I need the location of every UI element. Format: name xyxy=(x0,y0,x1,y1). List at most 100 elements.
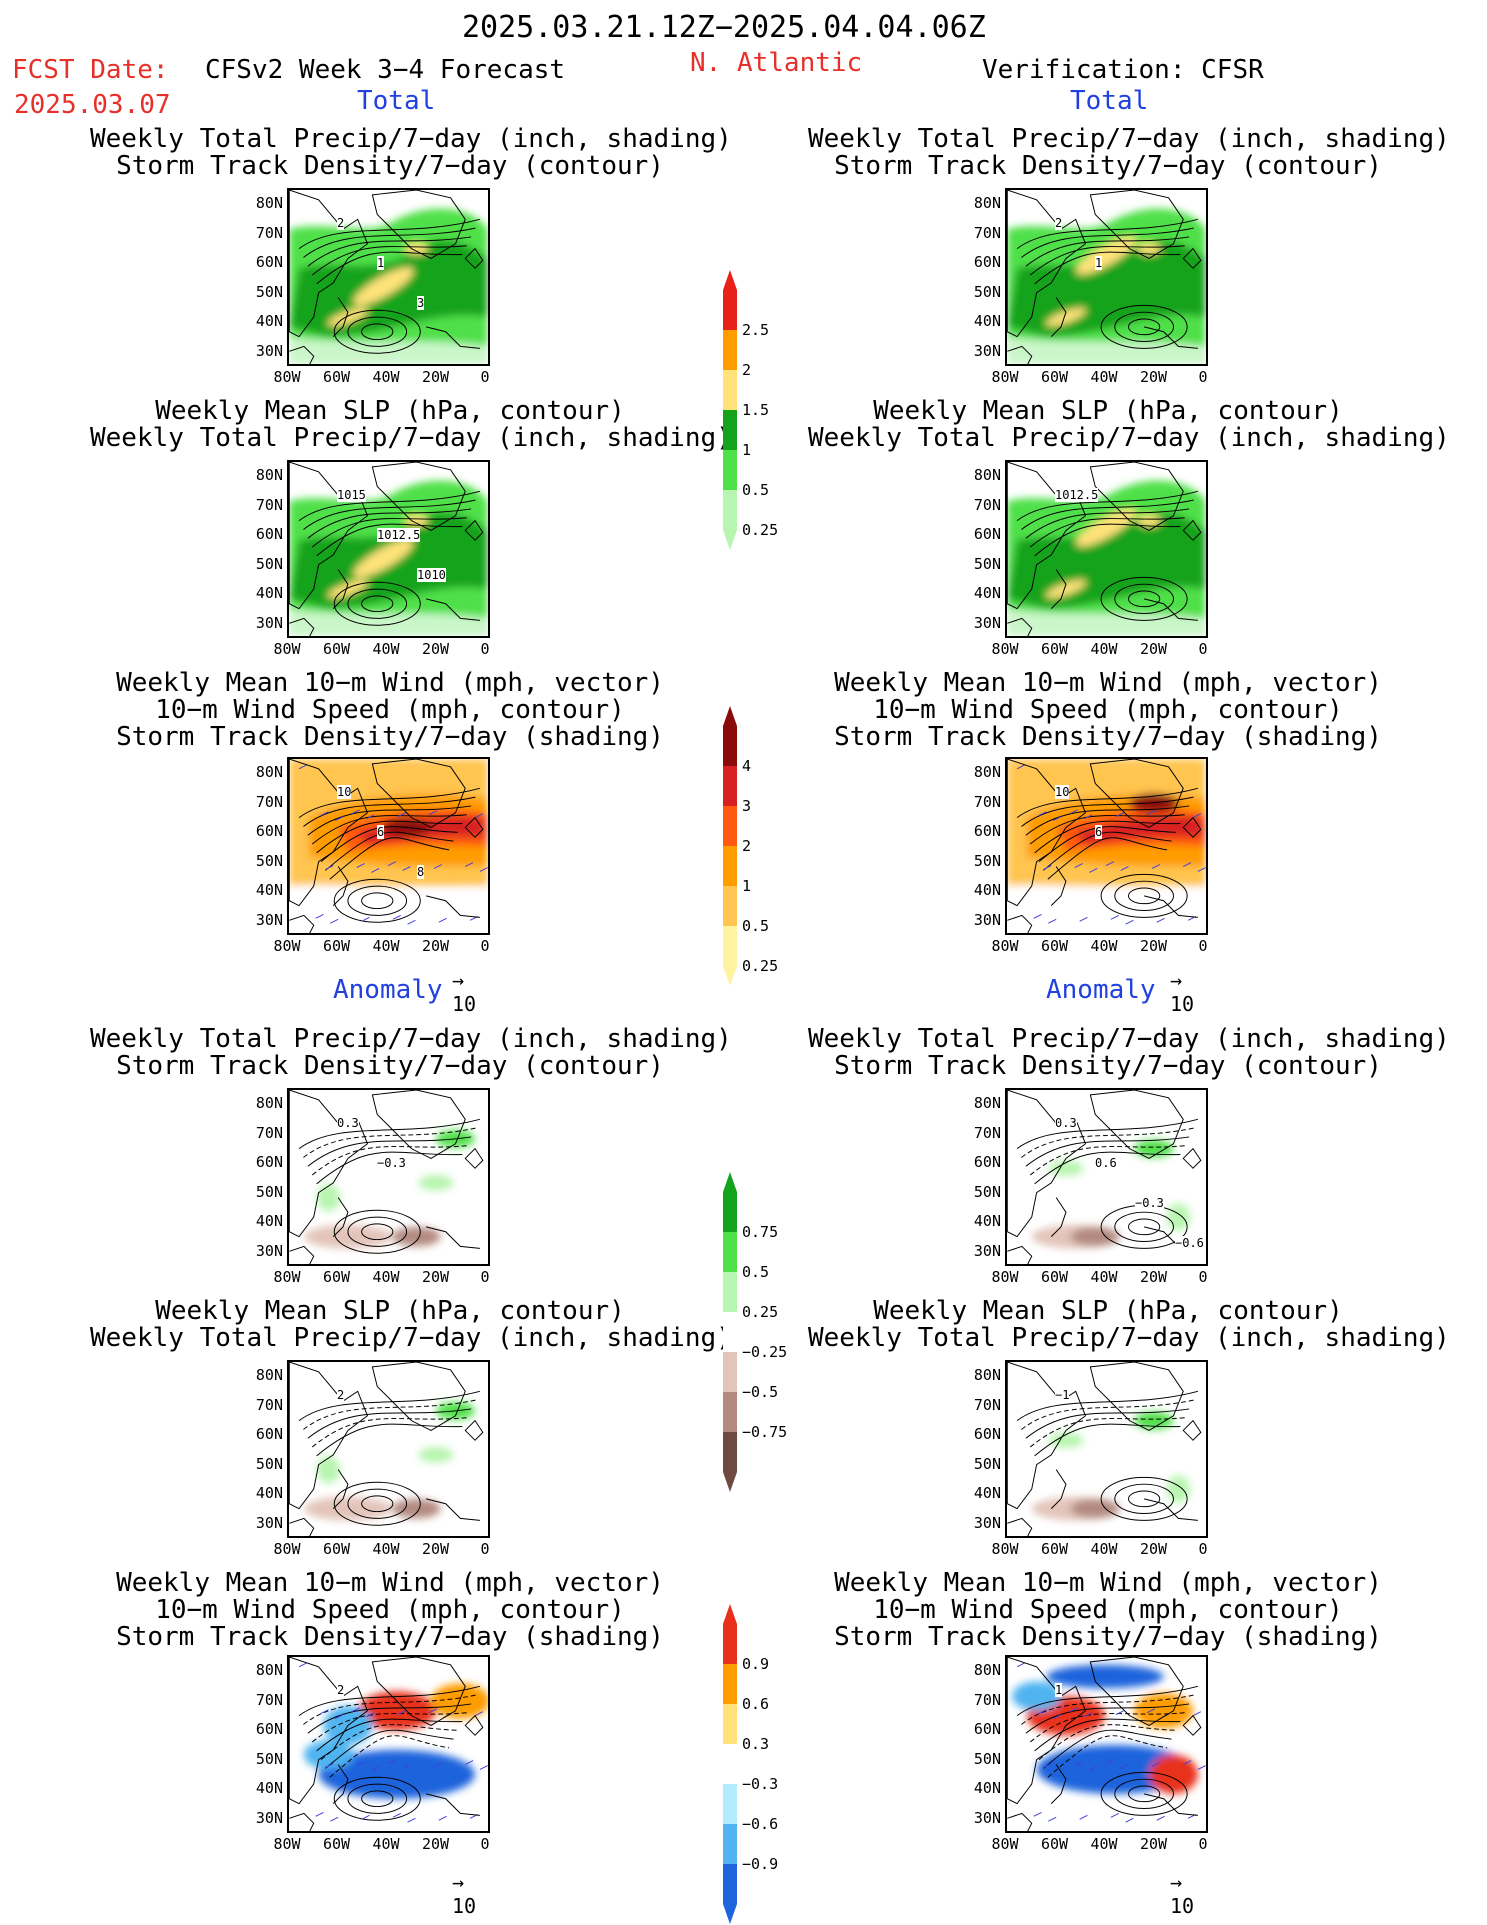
latitude-tick-label: 50N xyxy=(973,282,1001,301)
latitude-tick-label: 80N xyxy=(973,194,1001,212)
longitude-tick-label: 40W xyxy=(1090,1540,1118,1558)
latitude-tick-label: 60N xyxy=(973,525,1001,543)
latitude-tick-label: 40N xyxy=(973,584,1001,602)
contour-label: 6 xyxy=(377,825,385,839)
panel-title: Weekly Total Precip/7−day (inch, shading… xyxy=(808,124,1450,181)
latitude-tick-label: 30N xyxy=(255,1808,283,1827)
vector-scale-right-total: → 10 xyxy=(1170,968,1195,1016)
map-row4-forecast xyxy=(287,1088,490,1266)
longitude-tick-label: 60W xyxy=(1040,1268,1069,1286)
longitude-tick-label: 60W xyxy=(322,937,351,955)
latitude-tick-label: 70N xyxy=(255,1690,283,1709)
latitude-tick-label: 70N xyxy=(255,223,283,242)
contour-label: 2 xyxy=(337,216,345,230)
precip-anomaly-colorbar: 0.75 0.5 0.25 −0.25 −0.5 −0.75 xyxy=(722,1172,802,1492)
latitude-tick-label: 60N xyxy=(973,822,1001,840)
panel-title: Weekly Mean SLP (hPa, contour) Weekly Tot… xyxy=(808,396,1450,453)
latitude-tick-label: 50N xyxy=(255,1454,283,1473)
latitude-tick-label: 70N xyxy=(255,1123,283,1142)
latitude-tick-label: 80N xyxy=(973,1094,1001,1112)
latitude-tick-label: 30N xyxy=(255,1513,283,1532)
latitude-tick-label: 40N xyxy=(973,1484,1001,1502)
colorbar-tick-label: −0.6 xyxy=(742,1815,779,1833)
latitude-tick-label: 60N xyxy=(255,1425,283,1443)
longitude-tick-label: 80W xyxy=(273,1835,301,1853)
latitude-tick-label: 40N xyxy=(973,1779,1001,1797)
panel-title: Weekly Mean 10−m Wind (mph, vector) 10−m … xyxy=(116,668,664,752)
longitude-tick-label: 80W xyxy=(991,640,1019,658)
panel-title: Weekly Total Precip/7−day (inch, shading… xyxy=(90,1024,732,1081)
panel-title: Weekly Mean SLP (hPa, contour) Weekly Tot… xyxy=(808,1296,1450,1353)
longitude-tick-label: 20W xyxy=(1139,1835,1168,1853)
latitude-tick-label: 80N xyxy=(255,1661,283,1679)
longitude-tick-label: 60W xyxy=(1040,937,1069,955)
longitude-tick-label: 80W xyxy=(991,937,1019,955)
longitude-tick-label: 0 xyxy=(480,1540,490,1558)
longitude-tick-label: 0 xyxy=(480,640,490,658)
longitude-tick-label: 80W xyxy=(991,1540,1019,1558)
latitude-tick-label: 30N xyxy=(255,910,283,929)
latitude-tick-label: 40N xyxy=(255,881,283,899)
latitude-tick-label: 80N xyxy=(973,466,1001,484)
longitude-tick-label: 40W xyxy=(1090,1835,1118,1853)
contour-label: 1 xyxy=(1055,1683,1063,1697)
contour-label: 6 xyxy=(1095,825,1103,839)
contour-label: 1 xyxy=(1095,256,1103,270)
longitude-tick-label: 0 xyxy=(480,1835,490,1853)
longitude-tick-label: 20W xyxy=(421,937,450,955)
latitude-tick-label: 30N xyxy=(255,613,283,632)
longitude-tick-label: 60W xyxy=(322,1540,351,1558)
map-row1-verification xyxy=(1005,188,1208,366)
latitude-tick-label: 30N xyxy=(973,613,1001,632)
latitude-tick-label: 50N xyxy=(255,851,283,870)
longitude-tick-label: 80W xyxy=(991,1835,1019,1853)
latitude-tick-label: 30N xyxy=(973,341,1001,360)
longitude-tick-label: 80W xyxy=(991,368,1019,386)
longitude-tick-label: 60W xyxy=(322,1268,351,1286)
longitude-tick-label: 0 xyxy=(1198,1835,1208,1853)
colorbar-tick-label: 0.9 xyxy=(742,1655,770,1673)
latitude-tick-label: 60N xyxy=(255,253,283,271)
map-row6-forecast xyxy=(287,1655,490,1833)
latitude-tick-label: 50N xyxy=(255,1182,283,1201)
colorbar-tick-label: 1 xyxy=(742,877,752,895)
map-row5-verification xyxy=(1005,1360,1208,1538)
panel-title: Weekly Total Precip/7−day (inch, shading… xyxy=(808,1024,1450,1081)
colorbar-tick-label: −0.9 xyxy=(742,1855,779,1873)
map-row3-forecast xyxy=(287,757,490,935)
longitude-tick-label: 40W xyxy=(1090,368,1118,386)
longitude-tick-label: 80W xyxy=(273,1268,301,1286)
latitude-tick-label: 50N xyxy=(973,1182,1001,1201)
colorbar-tick-label: 4 xyxy=(742,757,752,775)
latitude-tick-label: 50N xyxy=(973,554,1001,573)
longitude-tick-label: 60W xyxy=(322,1835,351,1853)
longitude-tick-label: 40W xyxy=(1090,1268,1118,1286)
latitude-tick-label: 50N xyxy=(255,554,283,573)
longitude-tick-label: 40W xyxy=(1090,640,1118,658)
latitude-tick-label: 60N xyxy=(255,1153,283,1171)
longitude-tick-label: 40W xyxy=(372,368,400,386)
latitude-tick-label: 70N xyxy=(973,223,1001,242)
storm-density-total-colorbar: 4 3 2 1 0.5 0.25 xyxy=(722,706,802,986)
map-row5-forecast xyxy=(287,1360,490,1538)
contour-label: 1012.5 xyxy=(377,528,421,542)
colorbar-tick-label: 2 xyxy=(742,361,752,379)
fcst-date-label: FCST Date: xyxy=(12,55,169,85)
latitude-tick-label: 40N xyxy=(255,1484,283,1502)
colorbar-tick-label: 0.75 xyxy=(742,1223,779,1241)
contour-label: 1015 xyxy=(337,488,366,502)
contour-label: 2 xyxy=(337,1683,345,1697)
latitude-tick-label: 40N xyxy=(255,584,283,602)
longitude-tick-label: 0 xyxy=(1198,1268,1208,1286)
model-title: CFSv2 Week 3−4 Forecast xyxy=(205,55,566,85)
panel-title: Weekly Total Precip/7−day (inch, shading… xyxy=(90,124,732,181)
longitude-tick-label: 20W xyxy=(421,1268,450,1286)
section-anomaly-left: Anomaly xyxy=(333,975,443,1005)
contour-label: 8 xyxy=(417,865,425,879)
latitude-tick-label: 70N xyxy=(255,792,283,811)
contour-label: −1 xyxy=(1055,1388,1070,1402)
colorbar-tick-label: 3 xyxy=(742,797,752,815)
latitude-tick-label: 60N xyxy=(973,253,1001,271)
contour-label: 2 xyxy=(1055,216,1063,230)
longitude-tick-label: 0 xyxy=(480,937,490,955)
